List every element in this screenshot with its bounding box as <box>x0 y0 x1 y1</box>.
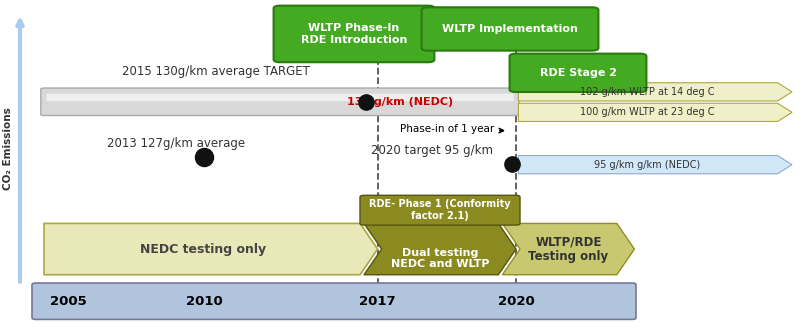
Text: Dual testing
NEDC and WLTP: Dual testing NEDC and WLTP <box>390 248 490 269</box>
Text: NEDC testing only: NEDC testing only <box>140 243 266 256</box>
Polygon shape <box>502 223 634 275</box>
FancyBboxPatch shape <box>41 88 519 116</box>
FancyBboxPatch shape <box>510 54 646 92</box>
Text: 2010: 2010 <box>186 295 222 308</box>
Text: RDE- Phase 1 (Conformity
factor 2.1): RDE- Phase 1 (Conformity factor 2.1) <box>369 199 511 221</box>
FancyBboxPatch shape <box>360 195 520 225</box>
Text: 95 g/km g/km (NEDC): 95 g/km g/km (NEDC) <box>594 160 700 170</box>
Polygon shape <box>518 83 792 101</box>
Text: 2017: 2017 <box>359 295 396 308</box>
FancyBboxPatch shape <box>422 7 598 51</box>
Polygon shape <box>518 103 792 121</box>
FancyBboxPatch shape <box>32 283 636 319</box>
Text: 2013 127g/km average: 2013 127g/km average <box>107 137 245 151</box>
Text: CO₂ Emissions: CO₂ Emissions <box>3 108 13 190</box>
Text: Phase-in of 1 year: Phase-in of 1 year <box>400 124 503 134</box>
Polygon shape <box>44 223 378 275</box>
FancyBboxPatch shape <box>46 94 514 101</box>
Text: WLTP/RDE
Testing only: WLTP/RDE Testing only <box>528 235 609 263</box>
Text: 2005: 2005 <box>50 295 86 308</box>
Text: WLTP Phase-In
RDE Introduction: WLTP Phase-In RDE Introduction <box>301 23 407 45</box>
Text: 2020 target 95 g/km: 2020 target 95 g/km <box>371 144 493 157</box>
Text: 2020: 2020 <box>498 295 534 308</box>
Text: 102 g/km WLTP at 14 deg C: 102 g/km WLTP at 14 deg C <box>580 87 714 97</box>
FancyBboxPatch shape <box>274 6 434 62</box>
Polygon shape <box>518 156 792 174</box>
Text: WLTP Implementation: WLTP Implementation <box>442 24 578 34</box>
Text: 2015 130g/km average TARGET: 2015 130g/km average TARGET <box>122 65 310 78</box>
Text: RDE Stage 2: RDE Stage 2 <box>539 68 617 78</box>
Polygon shape <box>364 223 516 275</box>
Text: 130 g/km (NEDC): 130 g/km (NEDC) <box>347 97 453 107</box>
Text: 100 g/km WLTP at 23 deg C: 100 g/km WLTP at 23 deg C <box>580 107 714 118</box>
